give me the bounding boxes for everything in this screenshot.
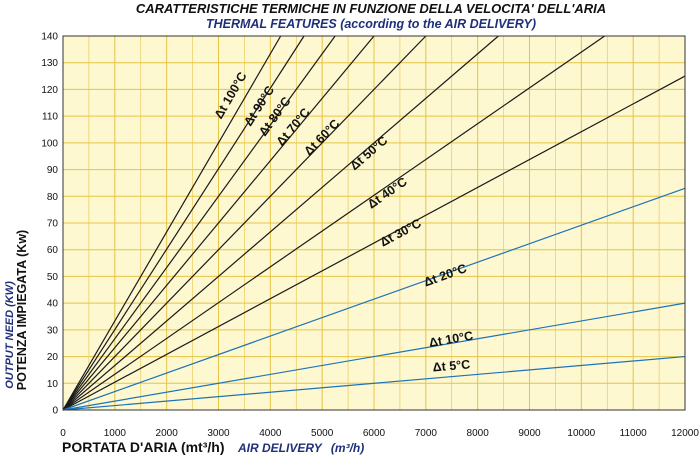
y-tick-label: 10 <box>47 379 59 390</box>
x-tick-label: 3000 <box>207 428 230 439</box>
y-tick-label: 140 <box>41 32 58 43</box>
x-axis-label-en: AIR DELIVERY (m³/h) <box>237 441 364 455</box>
x-tick-label: 5000 <box>311 428 334 439</box>
x-tick-label: 0 <box>60 428 66 439</box>
series-line <box>62 35 305 411</box>
x-tick-label: 2000 <box>156 428 179 439</box>
x-tick-label: 10000 <box>567 428 595 439</box>
y-axis-label: POTENZA IMPIEGATA (Kw) <box>15 230 29 390</box>
x-tick-labels: 0 1000 2000 3000 4000 5000 6000 7000 8000 9000 100… <box>60 428 699 439</box>
y-tick-label: 20 <box>47 352 59 363</box>
x-tick-label: 1000 <box>104 428 127 439</box>
x-tick-label: 7000 <box>415 428 438 439</box>
y-tick-label: 30 <box>47 325 59 336</box>
x-tick-label: 9000 <box>518 428 541 439</box>
y-tick-label: 80 <box>47 192 59 203</box>
series-line <box>62 187 686 411</box>
y-tick-label: 100 <box>41 138 58 149</box>
chart-title: CARATTERISTICHE TERMICHE IN FUNZIONE DEL… <box>136 1 606 16</box>
series-label: Δt 5°C <box>432 357 471 374</box>
series-line <box>62 35 605 411</box>
grid <box>63 36 685 410</box>
y-tick-label: 70 <box>47 219 59 230</box>
x-axis-label-en-unit: (m³/h) <box>331 441 364 455</box>
x-tick-label: 4000 <box>259 428 282 439</box>
y-tick-label: 60 <box>47 245 59 256</box>
series-line <box>62 302 686 411</box>
series-line <box>62 35 499 411</box>
x-tick-label: 6000 <box>363 428 386 439</box>
y-tick-label: 40 <box>47 299 59 310</box>
series-line <box>62 35 336 411</box>
series-line <box>62 35 282 411</box>
x-axis-label-en-text: AIR DELIVERY <box>237 441 323 455</box>
y-tick-label: 0 <box>52 406 58 417</box>
x-axis-label: PORTATA D'ARIA (mt³/h) <box>62 439 224 455</box>
y-tick-label: 90 <box>47 165 59 176</box>
y-tick-labels: 0 10 20 30 40 50 60 70 80 90 100 110 120 130 140 <box>41 32 58 417</box>
series-line <box>62 35 427 411</box>
x-tick-label: 12000 <box>671 428 699 439</box>
y-tick-label: 130 <box>41 58 58 69</box>
series-line <box>62 35 375 411</box>
y-axis-label-en: OUTPUT NEED (KW) <box>4 281 16 389</box>
y-tick-label: 120 <box>41 85 58 96</box>
plot-frame <box>62 35 686 411</box>
series-lines <box>62 35 686 411</box>
series-line <box>62 355 686 411</box>
y-tick-label: 50 <box>47 272 59 283</box>
series-line <box>62 75 686 411</box>
chart-subtitle: THERMAL FEATURES (according to the AIR D… <box>206 17 536 31</box>
y-tick-label: 110 <box>42 112 58 123</box>
x-tick-label: 8000 <box>467 428 490 439</box>
x-tick-label: 11000 <box>620 428 648 439</box>
